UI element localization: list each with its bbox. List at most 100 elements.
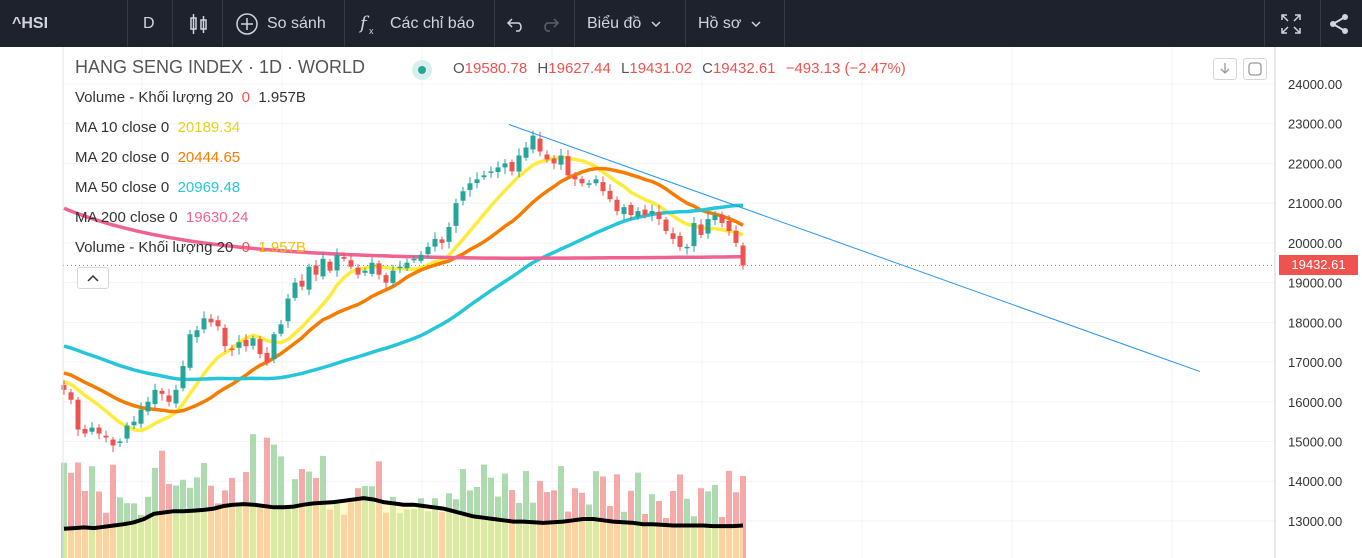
volume-bar	[635, 472, 641, 558]
candle	[551, 154, 557, 170]
candle-body	[418, 254, 424, 261]
interval-button[interactable]: D	[143, 0, 155, 47]
redo-icon[interactable]	[540, 0, 560, 47]
high-value: 19627.44	[548, 60, 611, 77]
candle	[194, 325, 200, 343]
candle-body	[425, 246, 431, 255]
candle	[488, 166, 494, 178]
legend-volume[interactable]: Volume - Khối lượng 20 0 1.957B	[75, 89, 306, 106]
fullscreen-icon[interactable]	[1279, 0, 1303, 47]
symbol-label: ^HSI	[12, 14, 49, 32]
candle-body	[327, 261, 333, 271]
candle-body	[705, 219, 711, 234]
candle	[691, 216, 697, 252]
candle	[390, 264, 396, 287]
candle-body	[411, 258, 417, 261]
candle	[264, 347, 270, 366]
last-price-label: 19432.61	[1279, 255, 1358, 276]
candle-body	[376, 263, 382, 275]
candle-body	[131, 421, 137, 426]
price-chart[interactable]: 24000.00 23000.00 22000.00 21000.00 20000.00…	[0, 47, 1362, 558]
candle-body	[117, 441, 123, 443]
ma50-line	[63, 203, 744, 382]
candles-icon[interactable]	[187, 0, 211, 47]
candle	[565, 149, 571, 179]
candle-body	[516, 155, 522, 172]
price-tick-label: 23000.00	[1288, 117, 1342, 132]
candle	[432, 232, 438, 252]
candle	[215, 315, 221, 331]
chart-pane[interactable]: 24000.00 23000.00 22000.00 21000.00 20000.00…	[0, 47, 1362, 558]
candle-body	[229, 348, 235, 351]
candle	[131, 416, 137, 429]
candle-body	[285, 298, 291, 322]
collapse-legend-button[interactable]	[77, 267, 109, 289]
candle-body	[502, 163, 508, 168]
profile-menu[interactable]: Hồ sơ	[698, 0, 761, 47]
price-tick-label: 16000.00	[1288, 395, 1342, 410]
candle	[642, 204, 648, 219]
candle	[614, 196, 620, 216]
ma10-line	[63, 155, 744, 433]
candle-body	[187, 334, 193, 368]
candle	[586, 179, 592, 188]
legend-ma200[interactable]: MA 200 close 0 19630.24	[75, 209, 249, 226]
compare-button[interactable]: So sánh	[235, 0, 326, 47]
candle-body	[292, 282, 298, 298]
candle-body	[544, 154, 550, 160]
candle-body	[488, 171, 494, 173]
chevron-up-icon	[87, 274, 99, 282]
volume-bar	[159, 450, 165, 558]
settings-pane-icon[interactable]	[1243, 58, 1267, 80]
candle	[481, 170, 487, 180]
candle-body	[453, 203, 459, 226]
candle	[362, 267, 368, 276]
legend-ma10[interactable]: MA 10 close 0 20189.34	[75, 119, 241, 136]
candle-body	[278, 324, 284, 334]
volume-ma-area	[64, 498, 743, 558]
volume2-value: 1.957B	[258, 239, 306, 256]
download-icon[interactable]	[1213, 58, 1237, 80]
candle	[187, 329, 193, 371]
candle	[278, 319, 284, 337]
legend-ma20[interactable]: MA 20 close 0 20444.65	[75, 149, 241, 166]
candle	[502, 158, 508, 174]
legend-dot	[412, 60, 432, 80]
candle-body	[348, 260, 354, 267]
candle-body	[271, 334, 277, 360]
legend-ma50[interactable]: MA 50 close 0 20969.48	[75, 179, 241, 196]
candle	[733, 225, 739, 248]
symbol-search[interactable]: ^HSI	[12, 0, 48, 47]
candle-body	[579, 178, 585, 184]
candle	[425, 242, 431, 259]
candle-body	[152, 389, 158, 404]
candle-body	[614, 199, 620, 212]
candle-body	[649, 211, 655, 215]
chart-type-menu[interactable]: Biểu đồ	[587, 0, 661, 47]
candle	[306, 263, 312, 296]
candle-body	[215, 320, 221, 327]
candle-body	[635, 211, 641, 217]
price-tick-label: 14000.00	[1288, 474, 1342, 489]
legend-volume-2[interactable]: Volume - Khối lượng 20 0 1.957B	[75, 239, 306, 256]
candle	[369, 257, 375, 277]
candle	[208, 313, 214, 327]
interval-label: D	[143, 14, 155, 32]
candle	[418, 250, 424, 264]
share-icon[interactable]	[1327, 0, 1351, 47]
candle	[558, 148, 564, 170]
undo-icon[interactable]	[506, 0, 526, 47]
candle	[159, 388, 165, 401]
candle-body	[432, 238, 438, 247]
candle	[649, 204, 655, 222]
candle	[719, 211, 725, 228]
candle	[677, 232, 683, 251]
candle	[250, 335, 256, 350]
candle	[348, 255, 354, 270]
candle	[327, 258, 333, 274]
candle	[285, 293, 291, 328]
candle	[628, 202, 634, 221]
ma200-line	[63, 206, 743, 260]
